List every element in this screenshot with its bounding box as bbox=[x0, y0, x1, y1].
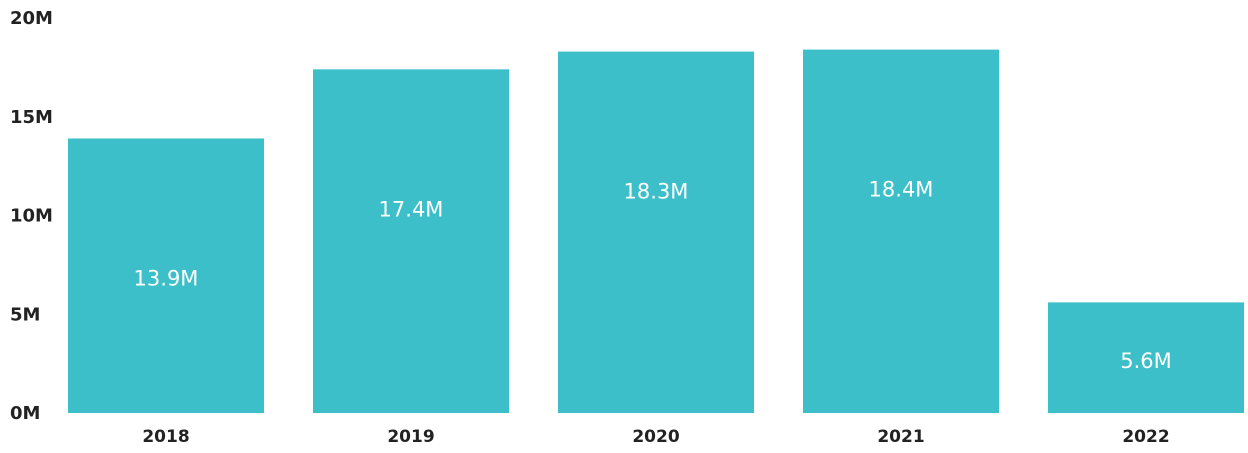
data-label-2020: 18.3M bbox=[624, 180, 689, 204]
data-labels: 13.9M 17.4M 18.3M 18.4M 5.6M bbox=[134, 178, 1172, 373]
data-label-2022: 5.6M bbox=[1120, 349, 1172, 373]
bar-2022 bbox=[1048, 302, 1244, 413]
data-label-2019: 17.4M bbox=[379, 197, 444, 221]
x-tick-label-2020: 2020 bbox=[632, 427, 679, 447]
bar-2019 bbox=[313, 69, 509, 413]
bar-2018 bbox=[68, 138, 264, 413]
x-tick-label-2018: 2018 bbox=[142, 427, 189, 447]
data-label-2018: 13.9M bbox=[134, 266, 199, 290]
y-tick-label: 15M bbox=[10, 107, 53, 128]
y-tick-label: 10M bbox=[10, 206, 53, 227]
x-tick-label-2019: 2019 bbox=[387, 427, 434, 447]
x-tick-label-2022: 2022 bbox=[1122, 427, 1169, 447]
bar-2020 bbox=[558, 51, 754, 413]
y-tick-label: 0M bbox=[10, 403, 40, 424]
data-label-2021: 18.4M bbox=[869, 178, 934, 202]
y-axis: 0M 5M 10M 15M 20M bbox=[10, 8, 53, 424]
y-tick-label: 20M bbox=[10, 8, 53, 29]
bar-2021 bbox=[803, 49, 999, 413]
y-tick-label: 5M bbox=[10, 304, 40, 325]
x-tick-label-2021: 2021 bbox=[877, 427, 924, 447]
x-axis: 2018 2019 2020 2021 2022 bbox=[142, 427, 1169, 447]
bars bbox=[68, 49, 1244, 413]
